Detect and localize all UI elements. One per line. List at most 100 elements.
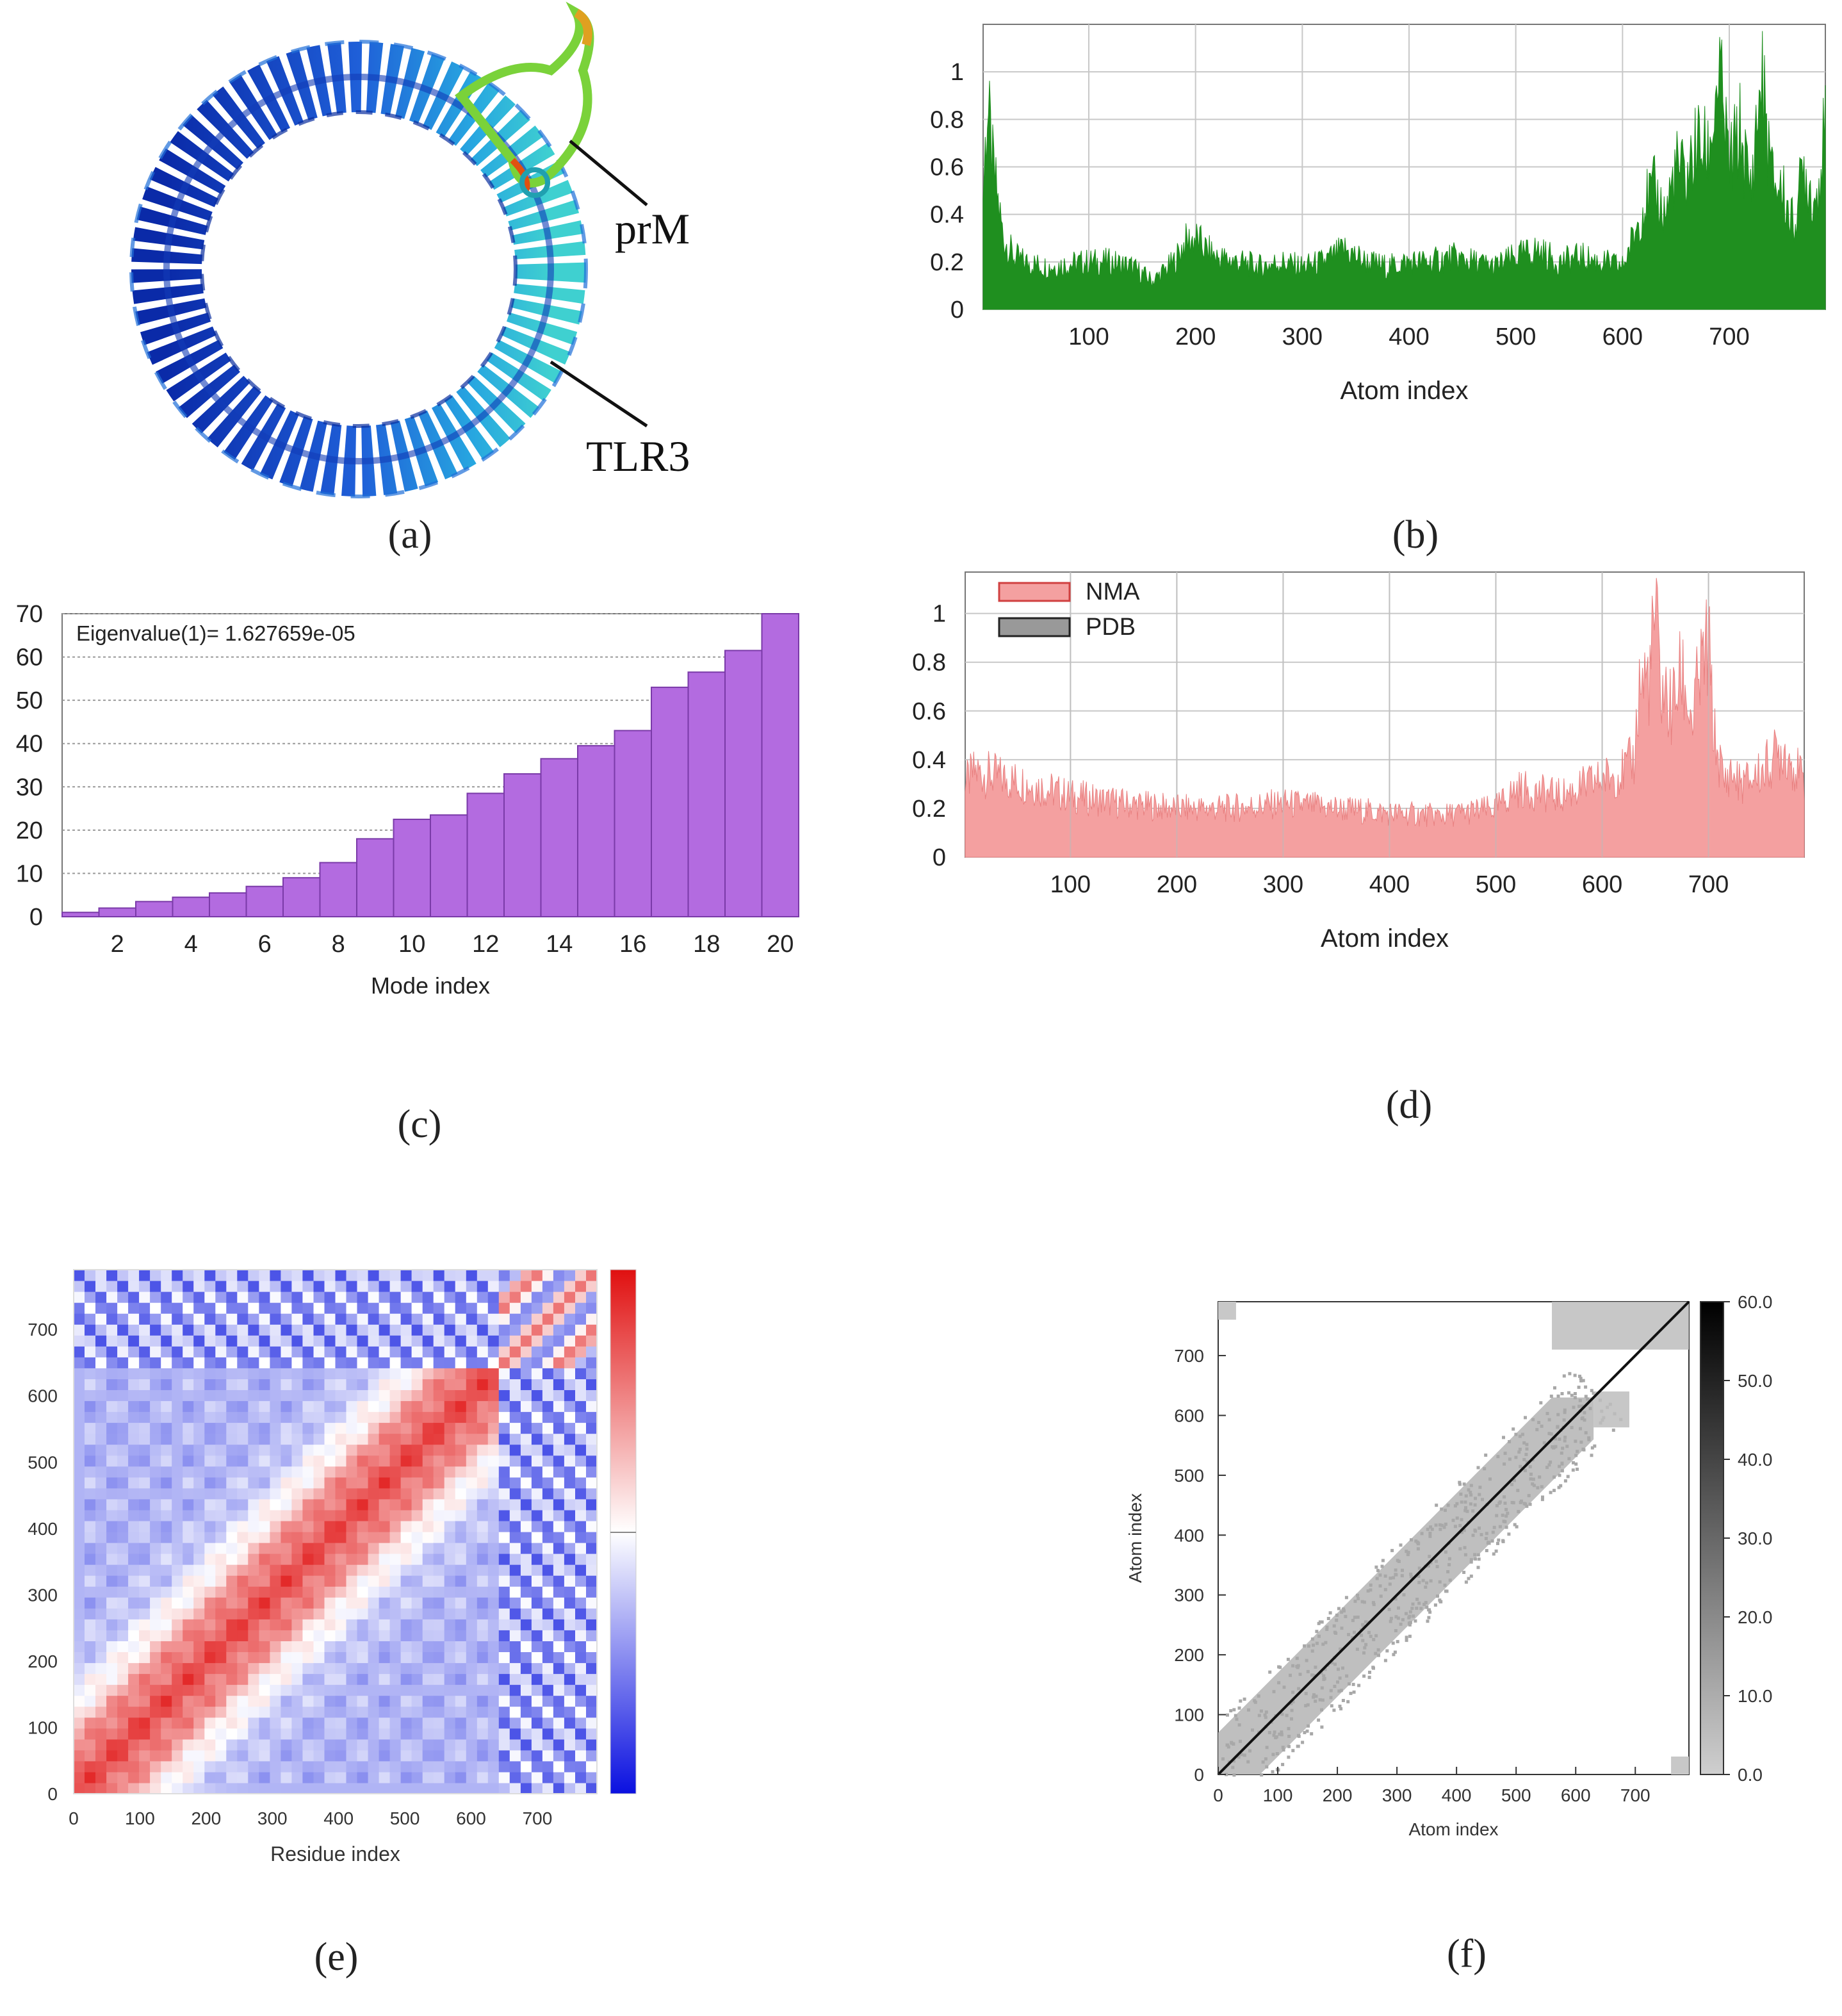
heatmap-cell — [466, 1586, 478, 1598]
heatmap-cell — [357, 1728, 369, 1740]
contact-speck — [1463, 1509, 1467, 1512]
heatmap-cell — [455, 1400, 467, 1413]
heatmap-cell — [161, 1695, 172, 1707]
heatmap-cell — [487, 1771, 500, 1783]
contact-speck — [1508, 1440, 1512, 1443]
heatmap-cell — [379, 1509, 391, 1521]
heatmap-cell — [85, 1750, 96, 1762]
heatmap-cell — [313, 1509, 325, 1521]
heatmap-cell — [586, 1455, 598, 1467]
heatmap-cell — [586, 1521, 598, 1532]
heatmap-cell — [85, 1335, 96, 1347]
heatmap-cell — [139, 1641, 151, 1652]
contact-speck — [1580, 1404, 1584, 1408]
heatmap-cell — [193, 1422, 205, 1434]
heatmap-cell — [444, 1477, 456, 1489]
heatmap-cell — [542, 1270, 554, 1281]
heatmap-cell — [95, 1281, 107, 1292]
heatmap-cell — [139, 1760, 151, 1773]
heatmap-cell — [204, 1389, 216, 1402]
heatmap-cell — [575, 1281, 587, 1292]
heatmap-cell — [237, 1433, 249, 1445]
heatmap-cell — [379, 1684, 391, 1696]
heatmap-cell — [204, 1411, 216, 1423]
contact-speck — [1264, 1757, 1267, 1761]
heatmap-cell — [85, 1411, 96, 1423]
heatmap-cell — [586, 1532, 598, 1543]
heatmap-cell — [509, 1422, 521, 1434]
heatmap-cell — [183, 1619, 194, 1630]
heatmap-cell — [520, 1684, 532, 1696]
heatmap-cell — [259, 1411, 270, 1423]
y-tick-label: 0.8 — [930, 106, 964, 133]
heatmap-cell — [455, 1739, 467, 1751]
heatmap-cell — [204, 1422, 216, 1434]
contact-speck — [1417, 1575, 1421, 1578]
heatmap-cell — [444, 1422, 456, 1434]
heatmap-cell — [400, 1608, 412, 1619]
contact-speck — [1583, 1418, 1586, 1422]
heatmap-cell — [531, 1521, 543, 1532]
heatmap-cell — [215, 1400, 227, 1413]
heatmap-cell — [520, 1498, 532, 1511]
contact-speck — [1576, 1468, 1579, 1471]
heatmap-cell — [509, 1444, 521, 1456]
heatmap-cell — [411, 1389, 423, 1402]
heatmap-cell — [161, 1717, 172, 1729]
heatmap-cell — [161, 1379, 172, 1390]
heatmap-cell — [215, 1684, 227, 1696]
heatmap-cell — [422, 1357, 434, 1368]
heatmap-cell — [553, 1400, 565, 1413]
contact-speck — [1356, 1593, 1360, 1597]
heatmap-cell — [389, 1684, 402, 1696]
heatmap-cell — [172, 1641, 183, 1652]
heatmap-cell — [400, 1728, 412, 1740]
heatmap-cell — [357, 1444, 369, 1456]
heatmap-cell — [313, 1433, 325, 1445]
heatmap-cell — [259, 1760, 270, 1773]
heatmap-cell — [477, 1335, 489, 1347]
heatmap-cell — [586, 1673, 598, 1685]
heatmap-cell — [586, 1543, 598, 1554]
heatmap-cell — [270, 1728, 281, 1740]
contact-speck — [1501, 1513, 1504, 1517]
heatmap-cell — [357, 1695, 369, 1707]
heatmap-cell — [259, 1400, 270, 1413]
heatmap-cell — [215, 1783, 227, 1794]
x-tick-label: 500 — [1496, 324, 1536, 350]
heatmap-cell — [389, 1717, 402, 1729]
heatmap-cell — [553, 1641, 565, 1652]
heatmap-cell — [226, 1760, 238, 1773]
contact-speck — [1458, 1480, 1462, 1484]
heatmap-cell — [422, 1433, 434, 1445]
heatmap-cell — [150, 1695, 161, 1707]
heatmap-cell — [379, 1717, 391, 1729]
heatmap-cell — [106, 1411, 118, 1423]
heatmap-cell — [237, 1400, 249, 1413]
heatmap-cell — [139, 1291, 151, 1303]
contact-speck — [1565, 1445, 1569, 1448]
contact-speck — [1410, 1538, 1413, 1542]
heatmap-cell — [509, 1608, 521, 1619]
heatmap-cell — [389, 1389, 402, 1402]
heatmap-cell — [248, 1750, 259, 1762]
heatmap-cell — [324, 1717, 336, 1729]
heatmap-cell — [313, 1783, 325, 1794]
heatmap-cell — [379, 1630, 391, 1641]
heatmap-cell — [128, 1324, 140, 1336]
heatmap-cell — [487, 1444, 500, 1456]
heatmap-cell — [379, 1498, 391, 1511]
heatmap-cell — [586, 1783, 598, 1794]
heatmap-cell — [193, 1586, 205, 1598]
heatmap-cell — [531, 1313, 543, 1325]
heatmap-cell — [455, 1651, 467, 1664]
heatmap-cell — [422, 1553, 434, 1565]
heatmap-cell — [302, 1498, 314, 1511]
heatmap-cell — [466, 1760, 478, 1773]
heatmap-cell — [487, 1324, 500, 1336]
heatmap-cell — [215, 1641, 227, 1652]
heatmap-cell — [150, 1651, 161, 1664]
heatmap-cell — [498, 1368, 510, 1379]
heatmap-cell — [270, 1335, 281, 1347]
